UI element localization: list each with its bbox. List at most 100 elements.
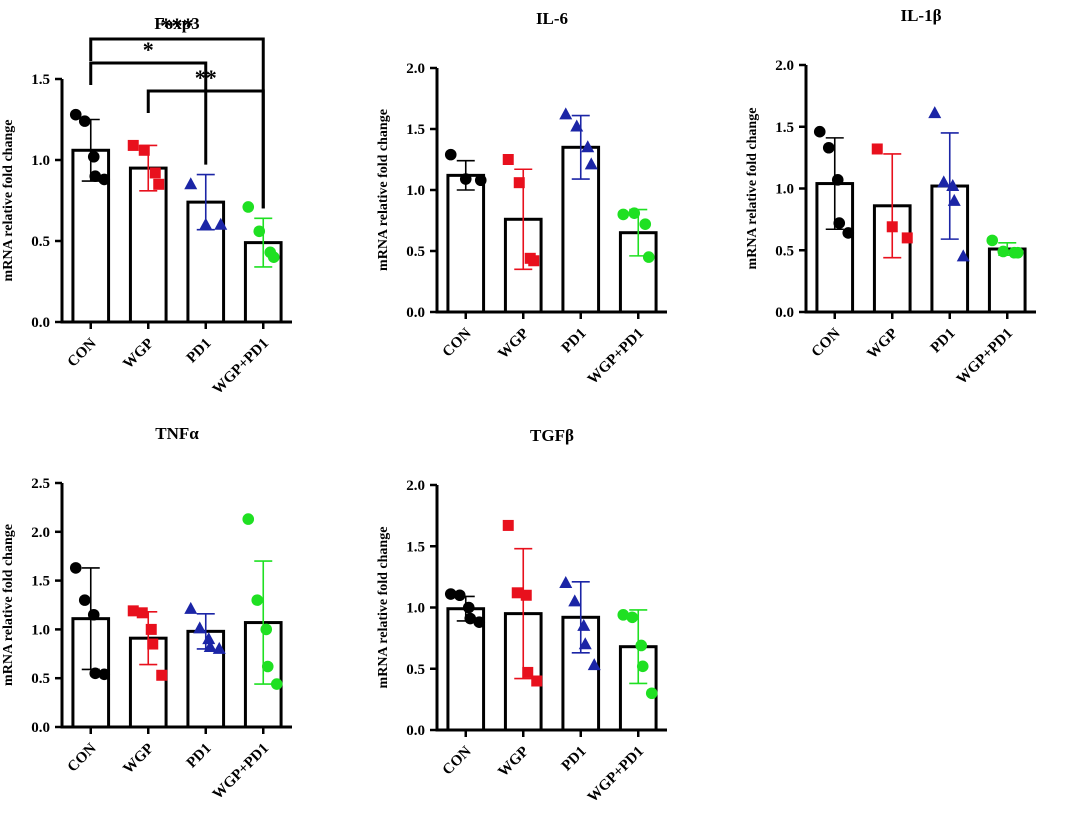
data-point bbox=[636, 660, 649, 673]
x-tick-label-2: WGP bbox=[864, 326, 901, 363]
data-point bbox=[127, 605, 139, 617]
data-point bbox=[568, 594, 582, 607]
data-point bbox=[626, 611, 639, 624]
data-point bbox=[251, 594, 264, 606]
x-tick-label-4: WGP+PD1 bbox=[210, 336, 272, 398]
data-point bbox=[253, 225, 266, 238]
data-point bbox=[587, 658, 601, 671]
x-tick-label-3: PD1 bbox=[184, 336, 215, 367]
data-point bbox=[522, 666, 534, 678]
data-point bbox=[98, 173, 111, 186]
x-tick-label-4: WGP+PD1 bbox=[210, 741, 272, 803]
x-tick-label-3: PD1 bbox=[928, 326, 959, 357]
data-point bbox=[645, 687, 658, 700]
data-point bbox=[559, 107, 573, 120]
data-point bbox=[513, 177, 525, 189]
data-point bbox=[459, 173, 472, 185]
data-point bbox=[261, 660, 274, 673]
data-point bbox=[473, 616, 486, 628]
significance-label: * bbox=[143, 37, 154, 62]
data-point bbox=[153, 178, 165, 190]
panel-tgfb: TGFβ mRNA relative fold change 0.0 0.5 1.0 1.… bbox=[376, 426, 667, 806]
bar-1 bbox=[446, 173, 486, 314]
data-point bbox=[502, 519, 514, 531]
bar-1 bbox=[446, 607, 486, 732]
data-point bbox=[871, 143, 883, 155]
data-point bbox=[986, 234, 999, 247]
data-point bbox=[184, 177, 198, 190]
data-point bbox=[997, 245, 1010, 258]
data-point bbox=[617, 609, 630, 621]
x-tick-label-3: PD1 bbox=[184, 741, 215, 772]
data-point bbox=[937, 175, 951, 188]
panel-il1b: IL-1β mRNA relative fold change 0.0 0.5 1.0 1… bbox=[745, 6, 1036, 388]
data-point bbox=[453, 589, 466, 602]
x-tick-label-2: WGP bbox=[495, 744, 532, 781]
data-point bbox=[886, 221, 898, 233]
panel-foxp3: Foxp3 mRNA relative fold change 0.0 0.5 1.0 1… bbox=[1, 13, 292, 398]
x-tick-label-1: CON bbox=[440, 325, 475, 360]
data-point bbox=[813, 125, 826, 138]
panel-tnfa: TNFα mRNA relative fold change 0.0 0.5 1.0 1.… bbox=[1, 424, 292, 803]
data-point bbox=[444, 588, 457, 600]
significance-label: ** bbox=[195, 65, 217, 90]
y-tick-label: 1.5 bbox=[406, 539, 425, 555]
data-point bbox=[531, 675, 543, 687]
data-point bbox=[78, 594, 91, 606]
data-point bbox=[584, 157, 598, 170]
chart-title: IL-6 bbox=[536, 9, 568, 28]
data-point bbox=[901, 232, 913, 244]
x-tick-label-2: WGP bbox=[120, 336, 157, 373]
data-point bbox=[145, 623, 157, 635]
data-point bbox=[214, 217, 228, 230]
x-tick-label-3: PD1 bbox=[559, 744, 590, 775]
data-point bbox=[956, 249, 970, 262]
y-axis-label: mRNA relative fold change bbox=[376, 527, 391, 689]
significance-label: *** bbox=[161, 13, 194, 38]
data-point bbox=[511, 587, 523, 599]
x-tick-label-2: WGP bbox=[120, 741, 157, 778]
y-tick-label: 1.5 bbox=[406, 122, 425, 138]
y-tick-label: 2.5 bbox=[31, 476, 50, 492]
chart-title: TNFα bbox=[155, 424, 199, 443]
significance-bracket bbox=[89, 37, 265, 209]
y-axis-label: mRNA relative fold change bbox=[1, 120, 16, 282]
y-axis-label: mRNA relative fold change bbox=[1, 524, 16, 686]
data-point bbox=[136, 607, 148, 619]
data-point bbox=[69, 108, 82, 121]
data-point bbox=[87, 608, 100, 621]
data-point bbox=[947, 193, 961, 206]
y-tick-label: 1.0 bbox=[406, 601, 425, 617]
y-tick-label: 1.0 bbox=[31, 153, 50, 169]
data-point bbox=[202, 632, 216, 645]
data-point bbox=[193, 621, 207, 634]
y-tick-label: 0.5 bbox=[31, 234, 50, 250]
x-tick-label-3: PD1 bbox=[559, 326, 590, 357]
y-tick-label: 0.0 bbox=[406, 305, 425, 321]
x-tick-label-4: WGP+PD1 bbox=[585, 326, 647, 388]
y-tick-label: 1.5 bbox=[31, 72, 50, 88]
y-axis-label: mRNA relative fold change bbox=[745, 108, 760, 270]
data-point bbox=[833, 217, 846, 229]
chart-title: TGFβ bbox=[530, 426, 574, 445]
y-axis-label: mRNA relative fold change bbox=[376, 109, 391, 271]
data-point bbox=[138, 144, 150, 156]
x-tick-label-1: CON bbox=[440, 743, 475, 778]
data-point bbox=[127, 139, 139, 151]
y-tick-label: 1.5 bbox=[31, 574, 50, 590]
y-tick-label: 1.0 bbox=[406, 183, 425, 199]
data-point bbox=[570, 119, 584, 132]
y-tick-label: 1.0 bbox=[31, 622, 50, 638]
data-point bbox=[635, 639, 648, 652]
y-tick-label: 1.5 bbox=[775, 120, 794, 136]
x-tick-label-4: WGP+PD1 bbox=[585, 744, 647, 806]
y-tick-label: 0.5 bbox=[775, 243, 794, 259]
data-point bbox=[831, 174, 844, 186]
y-tick-label: 0.0 bbox=[775, 305, 794, 321]
data-point bbox=[928, 106, 942, 119]
data-point bbox=[577, 618, 591, 631]
data-point bbox=[184, 601, 198, 614]
data-point bbox=[242, 513, 255, 525]
data-point bbox=[581, 140, 595, 153]
data-point bbox=[559, 576, 573, 588]
